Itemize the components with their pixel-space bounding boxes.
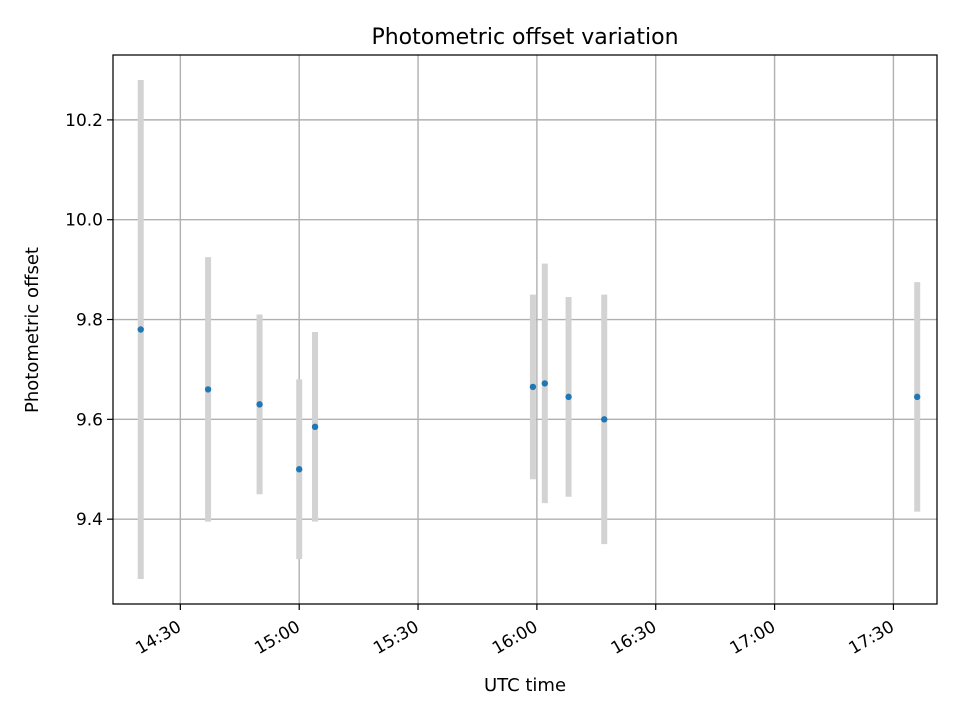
y-tick-label: 9.6 [76, 410, 103, 430]
x-tick-label: 17:00 [727, 617, 779, 659]
x-tick-label: 16:00 [489, 617, 541, 659]
y-tick-label: 9.8 [76, 311, 103, 331]
plot-frame [112, 54, 938, 605]
y-tick-label: 10.0 [65, 211, 103, 231]
data-point [541, 380, 549, 387]
x-axis-ticks: 14:30 15:00 15:30 16:00 16:30 17:00 17:30 [132, 604, 898, 659]
data-point [295, 466, 303, 473]
x-tick-label: 15:30 [370, 617, 422, 659]
x-tick-label: 14:30 [132, 617, 184, 659]
y-tick-label: 10.2 [65, 111, 103, 131]
data-point [137, 326, 144, 333]
y-tick-label: 9.4 [76, 510, 103, 530]
data-point [204, 386, 212, 393]
x-axis-label: UTC time [484, 675, 566, 696]
error-bars [137, 79, 921, 580]
y-axis-ticks: 9.4 9.6 9.8 10.0 10.2 [65, 111, 113, 530]
chart-title: Photometric offset variation [371, 25, 678, 50]
data-point [913, 393, 921, 401]
y-axis-label: Photometric offset [22, 247, 43, 413]
data-point [256, 401, 263, 408]
data-point [601, 416, 608, 423]
x-tick-label: 15:00 [251, 617, 303, 659]
grid [113, 55, 937, 604]
data-points [137, 326, 921, 473]
x-tick-label: 17:30 [845, 617, 897, 659]
data-point [311, 423, 319, 431]
data-point [565, 393, 572, 401]
data-point [529, 383, 537, 391]
x-tick-label: 16:30 [608, 617, 660, 659]
